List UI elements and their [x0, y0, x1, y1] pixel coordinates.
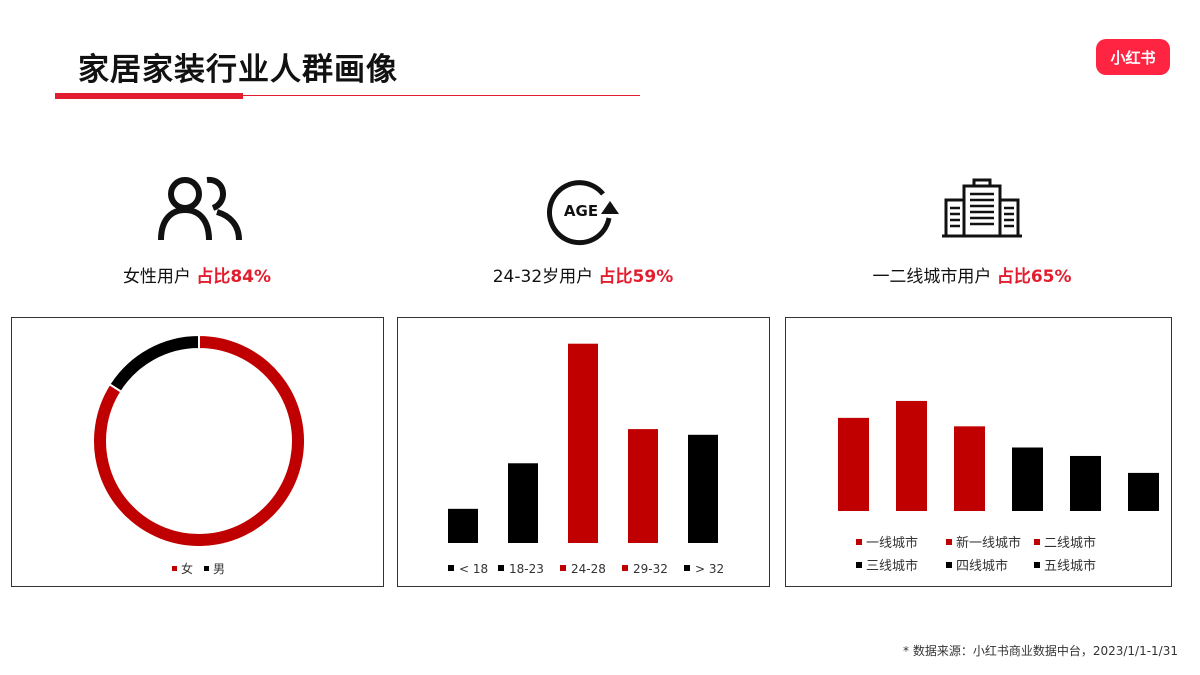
legend-label-0: < 18	[459, 562, 488, 576]
legend-swatch-1	[498, 565, 504, 571]
bar-1	[508, 463, 538, 543]
legend-label-4: > 32	[695, 562, 724, 576]
legend-swatch-4	[684, 565, 690, 571]
age-chart-panel: < 18 18-23 24-28 29-32 > 32	[397, 317, 770, 587]
caption-age: 24-32岁用户 占比59%	[398, 262, 768, 287]
legend-label-4: 四线城市	[956, 558, 1008, 574]
legend-label-1: 男	[213, 562, 225, 576]
bar-4	[688, 434, 718, 543]
caption-city-highlight: 占比65%	[996, 267, 1072, 287]
xiaohongshu-logo: 小红书	[1096, 39, 1170, 75]
donut-slice-1	[108, 333, 200, 394]
users-icon	[158, 177, 242, 241]
legend-swatch-0	[856, 539, 862, 545]
bar-3	[628, 429, 658, 543]
legend-swatch-1	[946, 539, 952, 545]
bar-3	[1012, 447, 1043, 511]
legend-label-0: 女	[181, 561, 193, 576]
legend-swatch-3	[622, 565, 628, 571]
bar-1	[896, 400, 927, 511]
bar-0	[838, 417, 869, 511]
legend-swatch-3	[856, 562, 862, 568]
data-source-note: * 数据来源：小红书商业数据中台，2023/1/1-1/31	[903, 644, 1178, 658]
legend-label-2: 24-28	[571, 562, 606, 576]
gender-chart-panel: 女男	[11, 317, 384, 587]
age-bar-chart: < 18 18-23 24-28 29-32 > 32	[448, 343, 724, 576]
age-icon: AGE	[547, 180, 619, 246]
legend-label-2: 二线城市	[1044, 535, 1096, 551]
caption-female: 女性用户 占比84%	[12, 262, 382, 287]
caption-female-text: 女性用户	[122, 267, 191, 287]
city-chart-panel: 一线城市 新一线城市 二线城市三线城市 四线城市 五线城市	[785, 317, 1172, 587]
bar-2	[954, 426, 985, 511]
caption-age-highlight: 占比59%	[598, 267, 674, 287]
title-accent-bar	[55, 93, 243, 99]
caption-female-highlight: 占比84%	[196, 267, 272, 287]
legend-label-0: 一线城市	[866, 535, 918, 551]
legend-swatch-2	[1034, 539, 1040, 545]
caption-city: 一二线城市用户 占比65%	[787, 262, 1157, 287]
legend-swatch-2	[560, 565, 566, 571]
legend-label-3: 29-32	[633, 562, 668, 576]
bar-4	[1070, 455, 1101, 511]
bar-5	[1128, 472, 1159, 511]
legend-label-5: 五线城市	[1044, 558, 1096, 574]
legend-swatch-1	[204, 566, 209, 571]
title-underline	[55, 95, 640, 96]
bar-0	[448, 508, 478, 543]
caption-age-text: 24-32岁用户	[492, 267, 594, 287]
donut-slice-0	[92, 333, 306, 548]
city-buildings-icon	[942, 178, 1022, 238]
age-icon-text: AGE	[564, 202, 598, 220]
page-title: 家居家装行业人群画像	[78, 52, 398, 88]
legend-label-3: 三线城市	[866, 558, 918, 574]
legend-swatch-5	[1034, 562, 1040, 568]
caption-city-text: 一二线城市用户	[872, 267, 992, 287]
legend-label-1: 新一线城市	[956, 535, 1021, 551]
legend-swatch-0	[172, 566, 177, 571]
bar-2	[568, 343, 598, 543]
legend-swatch-4	[946, 562, 952, 568]
gender-donut-chart: 女男	[92, 333, 306, 576]
legend-swatch-0	[448, 565, 454, 571]
legend-label-1: 18-23	[509, 562, 544, 576]
